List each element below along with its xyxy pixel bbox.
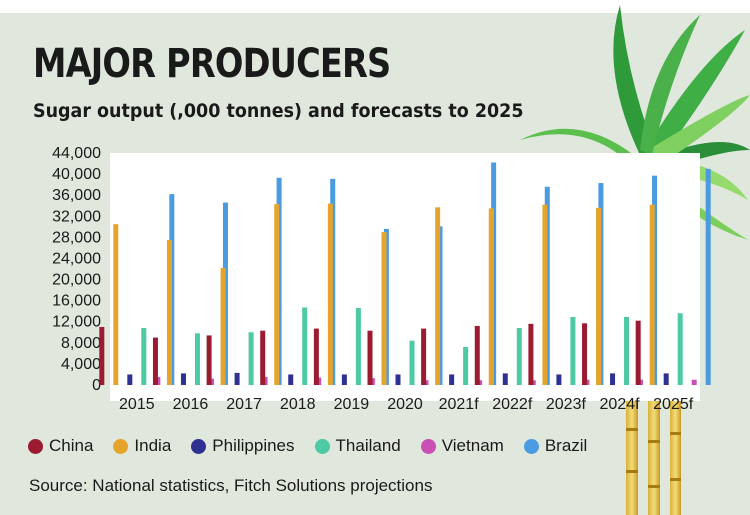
bar-vietnam-2025f <box>691 379 697 385</box>
bar-china-2021f <box>421 328 427 385</box>
bar-india-2017 <box>220 267 226 385</box>
x-tick-label: 2020 <box>387 396 423 413</box>
x-tick-label: 2024f <box>600 396 641 413</box>
legend-swatch <box>523 438 539 454</box>
y-tick-label: 28,000 <box>52 229 101 246</box>
bar-india-2019 <box>327 203 333 385</box>
bar-thailand-2016 <box>194 333 200 385</box>
y-tick-label: 8,000 <box>61 335 101 352</box>
source-note: Source: National statistics, Fitch Solut… <box>29 476 433 495</box>
bar-thailand-2017 <box>248 332 254 385</box>
y-tick-label: 16,000 <box>52 293 101 310</box>
y-tick-label: 12,000 <box>52 314 101 331</box>
legend-label: Philippines <box>212 436 295 455</box>
x-tick-label: 2018 <box>280 396 316 413</box>
bar-philippines-2020 <box>395 374 401 385</box>
legend-item-vietnam: Vietnam <box>420 436 504 456</box>
x-tick-label: 2021f <box>439 396 480 413</box>
legend: China India Philippines Thailand Vietnam Braz… <box>28 434 607 458</box>
legend-swatch <box>28 438 43 454</box>
legend-swatch <box>191 438 207 454</box>
bar-india-2023f <box>542 204 548 385</box>
bar-china-2015 <box>99 327 105 385</box>
bar-india-2020 <box>381 232 387 385</box>
y-tick-label: 24,000 <box>52 250 101 267</box>
bar-thailand-2023f <box>570 316 576 385</box>
bar-china-2020 <box>367 330 373 385</box>
legend-label: China <box>49 436 94 455</box>
x-tick-label: 2019 <box>334 396 370 413</box>
bar-india-2022f <box>488 208 494 385</box>
legend-swatch <box>420 438 436 454</box>
y-tick-label: 32,000 <box>52 208 101 225</box>
bar-china-2024f <box>582 323 588 385</box>
y-tick-label: 44,000 <box>52 145 101 162</box>
bar-india-2024f <box>596 207 602 385</box>
bar-philippines-2019 <box>341 374 347 385</box>
bar-brazil-2025f <box>705 168 711 385</box>
chart-title: MAJOR PRODUCERS <box>33 41 391 87</box>
bar-thailand-2022f <box>516 328 522 385</box>
legend-item-philippines: Philippines <box>191 436 295 456</box>
bar-philippines-2023f <box>556 374 562 385</box>
x-tick-label: 2015 <box>119 396 155 413</box>
bar-thailand-2024f <box>624 316 630 385</box>
bar-china-2022f <box>474 325 480 385</box>
x-tick-label: 2022f <box>492 396 533 413</box>
bar-india-2016 <box>166 240 172 385</box>
x-tick-label: 2025f <box>653 396 694 413</box>
x-tick-label: 2017 <box>226 396 262 413</box>
bar-philippines-2018 <box>288 374 294 385</box>
bar-philippines-2015 <box>127 374 133 385</box>
y-tick-label: 40,000 <box>52 166 101 183</box>
bar-india-2021f <box>435 207 441 385</box>
bar-china-2018 <box>260 330 266 385</box>
bar-thailand-2021f <box>463 347 469 385</box>
legend-swatch <box>314 438 330 454</box>
bar-philippines-2017 <box>234 372 240 385</box>
legend-swatch <box>113 438 129 454</box>
chart-subtitle: Sugar output (,000 tonnes) and forecasts… <box>33 100 524 122</box>
legend-label: Thailand <box>335 436 401 455</box>
bar-thailand-2025f <box>677 313 683 385</box>
legend-item-thailand: Thailand <box>314 436 401 456</box>
bar-india-2015 <box>113 224 119 385</box>
bar-philippines-2016 <box>180 373 186 385</box>
bar-china-2016 <box>152 337 158 385</box>
bar-philippines-2025f <box>663 373 669 385</box>
bar-philippines-2022f <box>502 373 508 385</box>
bar-china-2025f <box>635 320 641 385</box>
bar-thailand-2018 <box>302 307 308 385</box>
bar-china-2023f <box>528 323 534 385</box>
bar-series <box>99 162 711 385</box>
y-tick-label: 4,000 <box>61 356 101 373</box>
legend-item-brazil: Brazil <box>523 436 588 456</box>
bar-philippines-2024f <box>610 373 616 385</box>
x-tick-label: 2016 <box>173 396 209 413</box>
legend-label: Brazil <box>544 436 588 455</box>
cane-stalks <box>626 390 681 515</box>
bar-thailand-2015 <box>141 328 147 385</box>
legend-label: Vietnam <box>441 436 504 455</box>
x-tick-label: 2023f <box>546 396 587 413</box>
bar-india-2025f <box>649 204 655 385</box>
legend-item-india: India <box>113 436 171 456</box>
y-tick-label: 36,000 <box>52 187 101 204</box>
bar-thailand-2020 <box>409 340 415 385</box>
y-axis: 0 4,000 8,000 12,000 16,000 20,000 24,000 28,00… <box>52 145 101 394</box>
bar-china-2019 <box>313 328 319 385</box>
y-tick-label: 20,000 <box>52 272 101 289</box>
legend-item-china: China <box>28 436 93 456</box>
legend-label: India <box>134 436 172 455</box>
bar-india-2018 <box>274 204 280 385</box>
bar-thailand-2019 <box>355 308 361 385</box>
bar-china-2017 <box>206 335 212 385</box>
y-tick-label: 0 <box>92 377 101 394</box>
x-axis: 2015 2016 2017 2018 2019 2020 2021f 2022f 2023f 2… <box>119 396 694 413</box>
bar-philippines-2021f <box>449 374 455 385</box>
